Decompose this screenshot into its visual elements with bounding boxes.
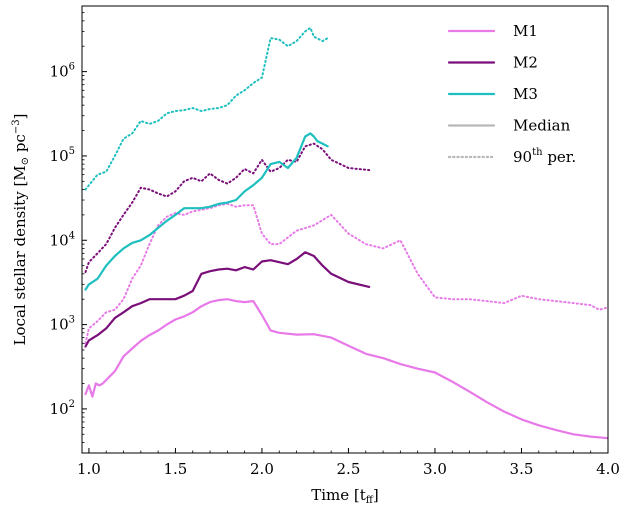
y-tick-label: 105 — [50, 146, 75, 165]
series-line-m1-90th — [84, 202, 608, 345]
legend: M1 M2 M3 Median 90th per. — [447, 22, 576, 166]
series-line-m2-90th — [84, 142, 371, 273]
y-axis: 102 103 104 105 106 — [50, 5, 87, 454]
series-line-m3-90th — [84, 26, 329, 191]
y-tick-label: 104 — [50, 230, 75, 249]
x-tick-label: 4.0 — [596, 460, 620, 478]
series-line-m3-median — [84, 132, 329, 291]
legend-label: 90th per. — [513, 147, 576, 166]
y-tick-label: 103 — [50, 315, 75, 334]
y-tick-label: 106 — [50, 62, 75, 81]
x-tick-label: 1.0 — [77, 460, 101, 478]
y-axis-label: Local stellar density [M⊙ pc−3] — [11, 114, 31, 346]
series-line-m1-median — [84, 298, 608, 440]
x-tick-label: 2.5 — [337, 460, 361, 478]
legend-label: M2 — [513, 54, 538, 72]
y-tick-label: 102 — [50, 399, 75, 418]
legend-label: Median — [513, 117, 571, 135]
series-line-m2-median — [84, 251, 371, 348]
x-tick-label: 3.0 — [423, 460, 447, 478]
x-tick-label: 1.5 — [164, 460, 188, 478]
x-axis-label: Time [tff] — [311, 486, 379, 506]
plot-frame — [81, 5, 609, 454]
plot-lines — [84, 26, 608, 440]
legend-label: M3 — [513, 85, 538, 103]
x-tick-label: 2.0 — [250, 460, 274, 478]
x-tick-label: 3.5 — [510, 460, 534, 478]
legend-label: M1 — [513, 22, 538, 40]
x-axis: 1.0 1.5 2.0 2.5 3.0 3.5 4.0 — [77, 448, 620, 478]
